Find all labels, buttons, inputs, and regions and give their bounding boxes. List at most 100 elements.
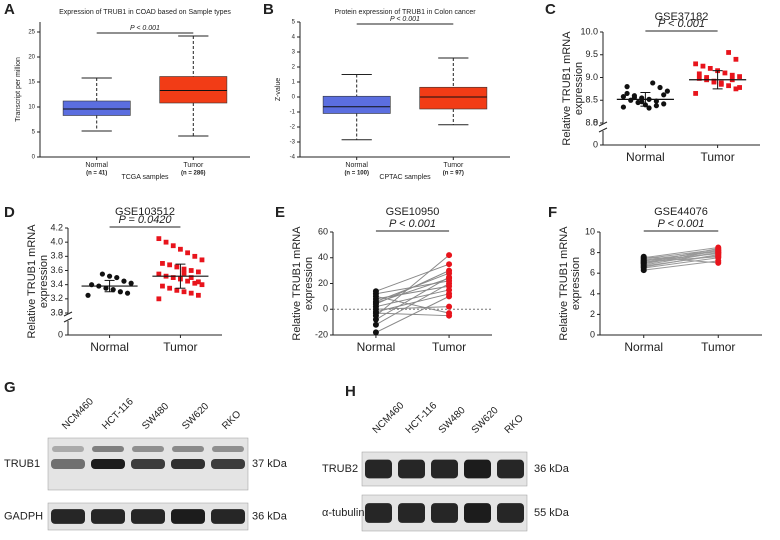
y-axis-label: Relative TRUB1 mRNA [558,226,570,341]
data-point [700,63,706,69]
blot-band [91,459,125,469]
data-point [646,105,652,111]
x-tick-label: Tumor [163,340,197,354]
x-tick-label: Tumor [183,162,204,169]
lane-label: SW620 [470,405,501,436]
significance-label: P < 0.001 [390,16,420,23]
x-tick-sublabel: (n = 97) [443,171,464,177]
blot-band [431,503,458,523]
data-point [181,266,187,272]
y-tick-label: 8 [590,247,595,257]
data-point [715,259,722,266]
blot-band [52,446,84,452]
y-tick-label: 10.0 [580,26,598,36]
x-tick-label: Normal [624,340,663,354]
data-point [715,247,722,254]
data-point [722,70,728,76]
y-axis-label: Z-value [275,78,282,101]
y-tick-label: 9.5 [585,49,598,59]
chart-title: GSE103512 [115,206,175,218]
data-point [657,84,663,91]
significance-label: P < 0.001 [389,218,436,230]
y-tick-label: 3 [58,307,63,317]
panel-letter: B [263,1,274,18]
y-tick-label: 0 [590,329,595,339]
significance-label: P < 0.001 [658,218,705,230]
data-point [446,252,453,259]
data-point [174,287,180,293]
x-tick-sublabel: (n = 286) [181,171,206,177]
y-tick-label: 4 [590,288,595,298]
significance-label: P = 0.0420 [118,214,172,226]
y-tick-label: 20 [28,55,35,61]
blot-size-label: 36 kDa [534,463,570,475]
y-tick-label: 2 [292,65,296,71]
data-point [195,269,201,275]
data-point [167,262,173,268]
lane-label: SW480 [140,401,171,432]
data-point [156,296,162,302]
panel-letter: G [4,379,16,396]
data-point [167,285,173,291]
data-point [372,329,379,336]
data-point [446,290,453,297]
panel-letter: H [345,383,356,400]
data-point [199,282,205,288]
lane-label: HCT-116 [100,396,136,432]
data-point [737,74,742,79]
data-point [195,292,201,298]
pair-line [375,277,450,304]
pair-line [643,246,719,259]
blot-band [464,503,491,523]
x-tick-label: Normal [357,340,396,354]
pair-line [375,289,450,308]
data-point [185,278,191,284]
data-point [733,56,739,62]
blot-band [431,459,458,479]
y-tick-label: 9.0 [585,72,598,82]
y-tick-label: -2 [290,125,296,131]
x-tick-label: Normal [90,340,129,354]
pair-line [643,249,719,260]
pair-line [643,255,719,267]
y-tick-label: 0 [593,139,598,149]
data-point [704,75,710,80]
lane-label: NCM460 [371,400,407,436]
x-tick-label: Normal [345,162,368,169]
y-tick-label: 10 [585,226,595,236]
panel-letter: F [548,204,557,221]
x-tick-label: Tumor [432,340,466,354]
data-point [696,71,702,77]
axis-break [598,127,608,133]
blot-band [171,509,205,524]
y-tick-label: 3.2 [50,293,63,303]
data-point [178,246,183,252]
lane-label: SW620 [180,401,211,432]
blot-band [91,509,125,524]
chart-title: Expression of TRUB1 in COAD based on Sam… [59,9,231,16]
data-point [726,83,731,89]
blot-row-label: TRUB2 [322,463,358,475]
data-point [163,239,169,245]
blot-band [365,459,392,479]
blot-band [464,459,491,479]
blot-row-label: GADPH [4,510,43,522]
pair-line [375,280,450,295]
data-point [446,310,453,317]
y-tick-label: 6 [590,268,595,278]
y-tick-label: 4.0 [50,237,63,247]
pair-line [643,252,719,264]
x-tick-sublabel: (n = 100) [344,171,369,177]
x-tick-sublabel: (n = 41) [86,171,107,177]
y-tick-label: 5 [292,20,296,26]
data-point [664,88,670,94]
lane-label: NCM460 [60,396,96,432]
y-tick-label: 4 [292,35,296,41]
pair-line [375,293,450,313]
pair-line [643,250,719,262]
data-point [372,299,379,306]
y-tick-label: 8.0 [585,117,598,127]
y-tick-label: 3.8 [50,251,63,261]
data-point [653,103,659,109]
